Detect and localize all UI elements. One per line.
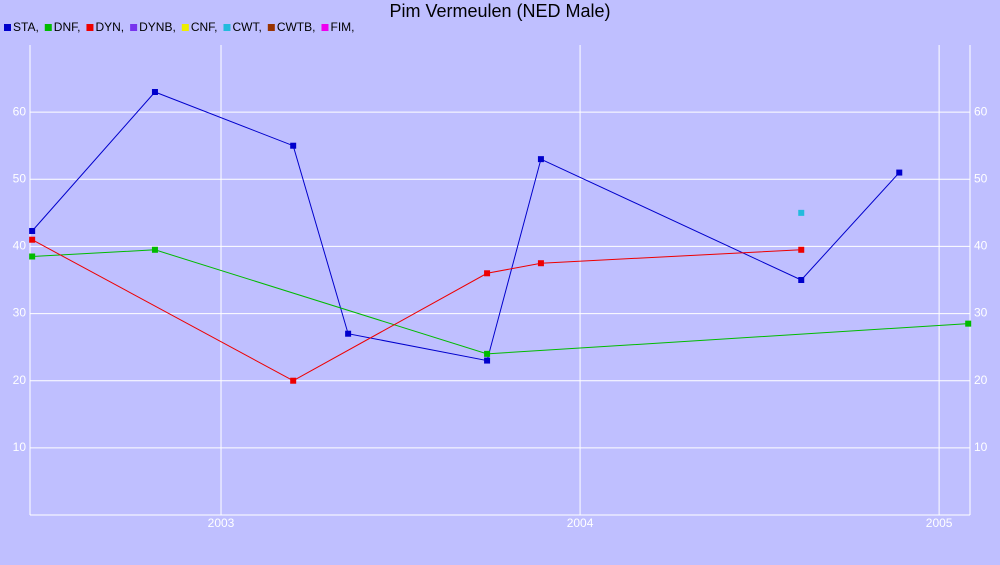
x-tick-label: 2004 bbox=[567, 516, 594, 530]
x-tick-label: 2005 bbox=[926, 516, 953, 530]
y2-tick-label: 30 bbox=[974, 306, 988, 320]
point-marker bbox=[290, 142, 297, 149]
y2-tick-label: 60 bbox=[974, 104, 988, 118]
legend-swatch bbox=[44, 24, 52, 31]
legend-swatch bbox=[4, 24, 11, 31]
y-tick-label: 40 bbox=[13, 239, 27, 253]
y-tick-label: 20 bbox=[13, 373, 27, 387]
legend-label: DYNB, bbox=[139, 20, 176, 34]
legend-label: CWTB, bbox=[277, 20, 316, 34]
y-tick-label: 30 bbox=[13, 306, 27, 320]
point-marker bbox=[798, 246, 805, 253]
point-marker bbox=[29, 227, 36, 234]
y-tick-label: 50 bbox=[13, 171, 27, 185]
legend-swatch bbox=[223, 24, 231, 31]
legend-swatch bbox=[321, 24, 329, 31]
point-marker bbox=[151, 246, 158, 253]
legend-swatch bbox=[130, 24, 138, 31]
point-marker bbox=[345, 330, 352, 337]
legend-label: DNF, bbox=[54, 20, 81, 34]
point-marker bbox=[29, 236, 36, 243]
x-tick-label: 2003 bbox=[208, 516, 235, 530]
y2-tick-label: 40 bbox=[974, 239, 988, 253]
point-marker bbox=[484, 350, 491, 357]
y2-tick-label: 20 bbox=[974, 373, 988, 387]
legend-swatch bbox=[181, 24, 189, 31]
series-line bbox=[31, 91, 900, 362]
point-marker bbox=[537, 260, 544, 267]
point-marker bbox=[29, 253, 36, 260]
legend-label: STA, bbox=[13, 20, 39, 34]
legend-label: CWT, bbox=[232, 20, 261, 34]
point-marker bbox=[290, 377, 297, 384]
point-marker bbox=[896, 169, 903, 176]
point-marker bbox=[798, 277, 805, 283]
legend-label: CNF, bbox=[191, 20, 218, 34]
legend-label: DYN, bbox=[95, 20, 124, 34]
series-line bbox=[32, 249, 969, 355]
chart-title: Pim Vermeulen (NED Male) bbox=[389, 1, 610, 21]
legend-swatch bbox=[267, 24, 275, 31]
legend-label: FIM, bbox=[330, 20, 354, 34]
point-marker bbox=[798, 209, 805, 216]
point-marker bbox=[484, 270, 491, 277]
y2-tick-label: 10 bbox=[974, 440, 988, 454]
y2-tick-label: 50 bbox=[974, 171, 988, 185]
y-tick-label: 10 bbox=[13, 440, 27, 454]
y-tick-label: 60 bbox=[13, 104, 27, 118]
point-marker bbox=[537, 156, 544, 163]
point-marker bbox=[965, 320, 972, 327]
point-marker bbox=[151, 89, 158, 95]
point-marker bbox=[484, 357, 491, 364]
legend-swatch bbox=[86, 24, 94, 31]
